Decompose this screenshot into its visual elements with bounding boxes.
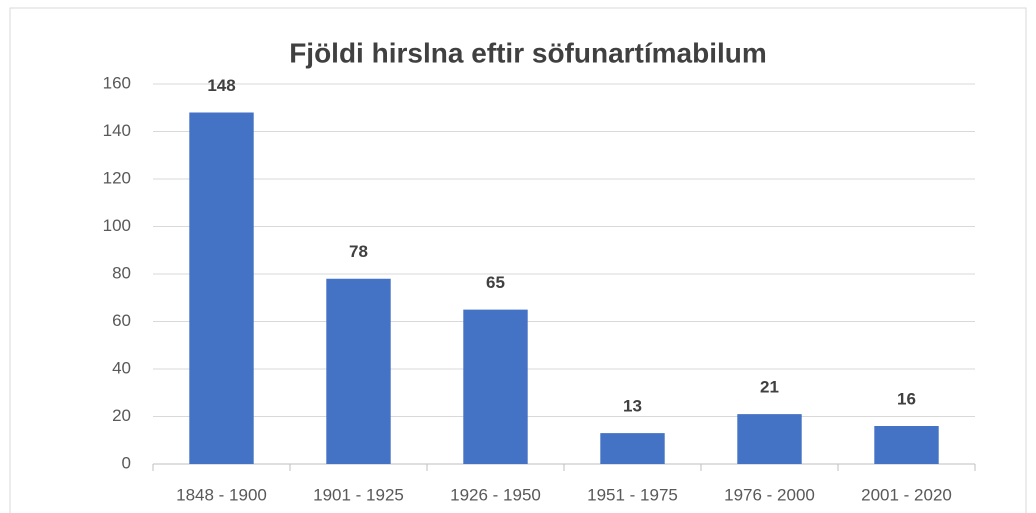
data-label: 13	[623, 397, 642, 416]
x-tick-label: 1901 - 1925	[313, 485, 404, 504]
x-tick-label: 1951 - 1975	[587, 485, 678, 504]
y-tick-label: 60	[112, 311, 131, 330]
y-tick-label: 160	[103, 73, 131, 92]
y-tick-label: 40	[112, 358, 131, 377]
y-tick-label: 100	[103, 216, 131, 235]
bar	[874, 426, 939, 464]
bar	[737, 414, 802, 464]
x-tick-label: 2001 - 2020	[861, 485, 952, 504]
y-tick-label: 0	[122, 453, 131, 472]
chart-title: Fjöldi hirslna eftir söfunartímabilum	[289, 37, 767, 68]
y-tick-label: 80	[112, 263, 131, 282]
x-tick-label: 1848 - 1900	[176, 485, 267, 504]
data-label: 78	[349, 242, 368, 261]
data-label: 148	[207, 76, 235, 95]
y-tick-label: 140	[103, 121, 131, 140]
data-label: 21	[760, 378, 779, 397]
x-tick-label: 1926 - 1950	[450, 485, 541, 504]
bar	[326, 278, 391, 464]
data-label: 16	[897, 389, 916, 408]
bar	[600, 433, 665, 464]
bar	[189, 112, 254, 464]
y-tick-label: 120	[103, 168, 131, 187]
y-tick-label: 20	[112, 406, 131, 425]
bar	[463, 309, 528, 464]
data-label: 65	[486, 273, 505, 292]
x-tick-label: 1976 - 2000	[724, 485, 815, 504]
